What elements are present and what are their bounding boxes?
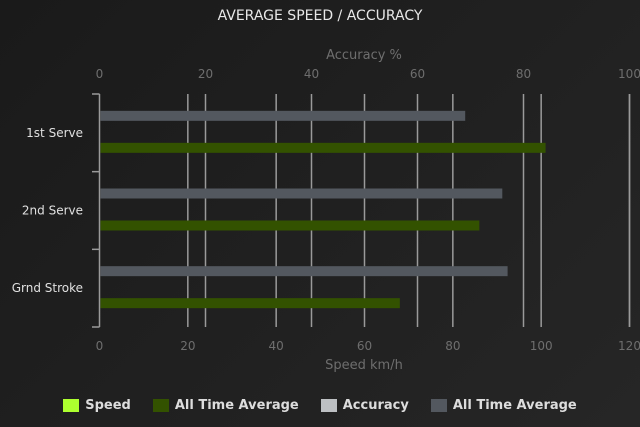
top-tick-label: 80: [516, 67, 531, 81]
bar-speed-average: [100, 142, 546, 153]
category-label: 2nd Serve: [22, 204, 83, 218]
legend-label: All Time Average: [452, 398, 577, 413]
legend-label: All Time Average: [174, 398, 299, 413]
bottom-tick-label: 100: [530, 339, 553, 353]
top-tick-label: 0: [96, 67, 104, 81]
legend-item[interactable]: All Time Average: [152, 398, 299, 413]
legend-item[interactable]: Speed: [63, 398, 131, 413]
bar-accuracy-average: [100, 110, 466, 121]
category-label: Grnd Stroke: [12, 281, 83, 295]
bottom-tick-label: 40: [269, 339, 284, 353]
bottom-tick-label: 20: [180, 339, 195, 353]
bottom-axis-label: Speed km/h: [325, 358, 403, 373]
top-tick-label: 20: [198, 67, 213, 81]
bottom-tick-label: 120: [618, 339, 640, 353]
top-axis-label: Accuracy %: [326, 48, 402, 63]
legend-swatch: [152, 399, 169, 412]
legend-swatch: [320, 399, 337, 412]
bottom-tick-label: 60: [357, 339, 372, 353]
chart-title: AVERAGE SPEED / ACCURACY: [217, 8, 423, 24]
bar-accuracy-average: [100, 188, 503, 199]
bottom-tick-label: 80: [445, 339, 460, 353]
legend-label: Speed: [85, 398, 131, 413]
legend-item[interactable]: All Time Average: [430, 398, 577, 413]
bottom-tick-label: 0: [96, 339, 104, 353]
top-tick-label: 60: [410, 67, 425, 81]
top-tick-label: 40: [304, 67, 319, 81]
legend-swatch: [430, 399, 447, 412]
category-label: 1st Serve: [26, 126, 83, 140]
bar-speed-average: [100, 220, 480, 231]
legend: Speed All Time Average Accuracy All Time Av…: [0, 398, 640, 413]
bar-speed-average: [100, 298, 400, 309]
top-tick-label: 100: [618, 67, 640, 81]
legend-swatch: [63, 399, 80, 412]
legend-label: Accuracy: [342, 398, 409, 413]
bar-accuracy-average: [100, 266, 508, 277]
legend-item[interactable]: Accuracy: [320, 398, 409, 413]
